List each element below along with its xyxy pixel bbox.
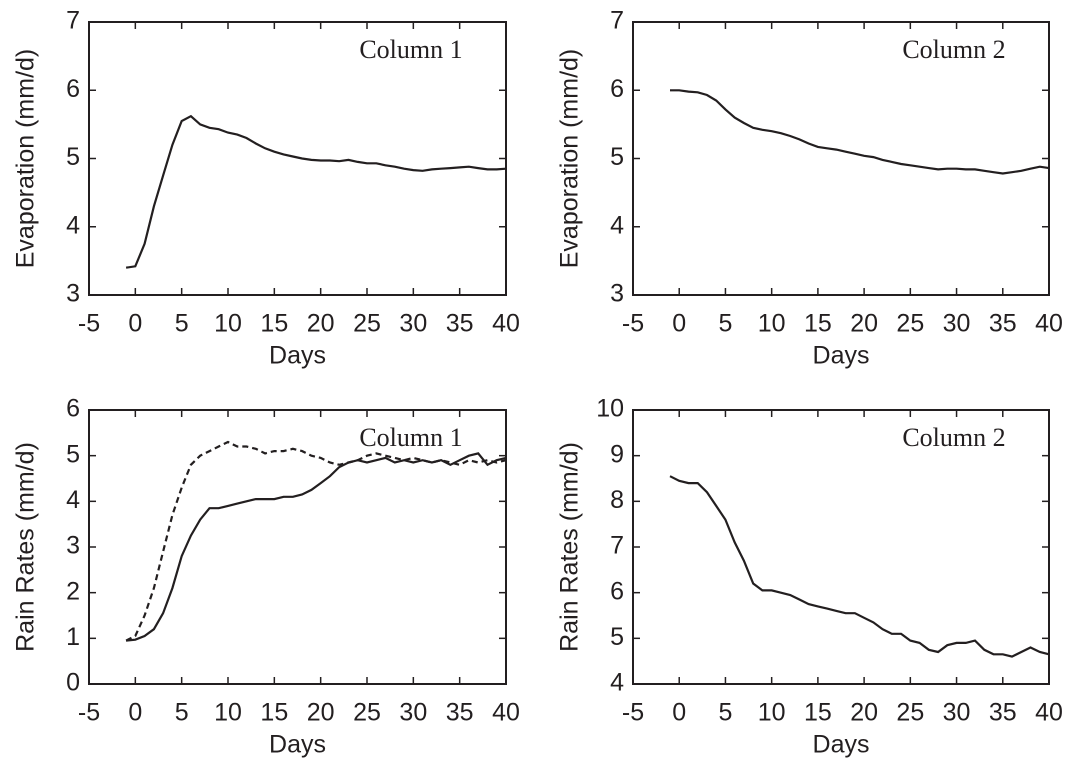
x-tick-label: 30	[399, 310, 427, 338]
x-tick-label: 40	[1035, 699, 1063, 727]
x-tick-label: -5	[78, 699, 100, 727]
data-line	[670, 89, 1050, 175]
annotation: Column 2	[902, 35, 1005, 64]
y-axis-label: Evaporation (mm/d)	[12, 49, 40, 269]
y-tick-label: 5	[610, 143, 624, 171]
y-tick-label: 1	[66, 623, 80, 651]
annotation: Column 1	[359, 35, 462, 64]
x-tick-label: 35	[446, 699, 474, 727]
x-tick-label: 30	[943, 699, 971, 727]
data-line	[125, 452, 507, 642]
x-axis-label: Days	[813, 342, 870, 370]
y-tick-label: 3	[610, 280, 624, 308]
x-tick-label: 0	[672, 310, 686, 338]
x-tick-label: -5	[78, 310, 100, 338]
y-axis-label: Evaporation (mm/d)	[556, 49, 584, 269]
y-tick-label: 5	[66, 143, 80, 171]
x-tick-label: 25	[896, 699, 924, 727]
y-tick-label: 7	[610, 7, 624, 35]
y-tick-label: 0	[66, 669, 80, 697]
y-tick-label: 4	[610, 211, 624, 239]
y-tick-label: 6	[610, 75, 624, 103]
annotation: Column 2	[902, 423, 1005, 452]
y-tick-label: 3	[66, 532, 80, 560]
data-line	[125, 440, 507, 642]
x-tick-label: 0	[672, 699, 686, 727]
x-tick-label: 5	[718, 310, 732, 338]
x-tick-label: -5	[622, 310, 644, 338]
x-tick-label: 20	[307, 310, 335, 338]
x-tick-label: 0	[128, 310, 142, 338]
y-tick-label: 5	[66, 440, 80, 468]
x-tick-label: -5	[622, 699, 644, 727]
y-tick-label: 3	[66, 280, 80, 308]
y-tick-label: 9	[610, 440, 624, 468]
x-tick-label: 0	[128, 699, 142, 727]
annotation: Column 1	[359, 423, 462, 452]
x-tick-label: 35	[446, 310, 474, 338]
x-tick-label: 10	[758, 310, 786, 338]
x-tick-label: 15	[804, 310, 832, 338]
x-tick-label: 35	[989, 310, 1017, 338]
y-tick-label: 10	[596, 395, 624, 423]
y-tick-label: 2	[66, 577, 80, 605]
y-tick-label: 4	[610, 669, 624, 697]
x-tick-label: 20	[850, 699, 878, 727]
x-tick-label: 20	[850, 310, 878, 338]
x-tick-label: 10	[214, 310, 242, 338]
y-tick-label: 7	[610, 532, 624, 560]
y-tick-label: 5	[610, 623, 624, 651]
y-tick-label: 4	[66, 211, 80, 239]
x-tick-label: 15	[260, 310, 288, 338]
y-tick-label: 8	[610, 486, 624, 514]
x-axis-label: Days	[269, 342, 326, 370]
x-tick-label: 25	[896, 310, 924, 338]
x-tick-label: 5	[718, 699, 732, 727]
y-axis-label: Rain Rates (mm/d)	[12, 442, 40, 652]
x-tick-label: 40	[1035, 310, 1063, 338]
y-axis-label: Rain Rates (mm/d)	[556, 442, 584, 652]
x-tick-label: 5	[175, 310, 189, 338]
y-tick-label: 7	[66, 7, 80, 35]
x-tick-label: 15	[260, 699, 288, 727]
y-tick-label: 6	[610, 577, 624, 605]
x-axis-label: Days	[269, 731, 326, 759]
x-tick-label: 25	[353, 310, 381, 338]
x-tick-label: 40	[492, 310, 520, 338]
x-tick-label: 15	[804, 699, 832, 727]
x-tick-label: 20	[307, 699, 335, 727]
data-line	[125, 114, 507, 269]
x-axis-label: Days	[813, 731, 870, 759]
y-tick-label: 6	[66, 75, 80, 103]
y-tick-label: 4	[66, 486, 80, 514]
x-tick-label: 30	[943, 310, 971, 338]
x-tick-label: 35	[989, 699, 1017, 727]
x-tick-label: 40	[492, 699, 520, 727]
y-tick-label: 6	[66, 395, 80, 423]
data-line	[669, 475, 1050, 658]
x-tick-label: 5	[175, 699, 189, 727]
x-tick-label: 25	[353, 699, 381, 727]
x-tick-label: 30	[399, 699, 427, 727]
x-tick-label: 10	[758, 699, 786, 727]
x-tick-label: 10	[214, 699, 242, 727]
